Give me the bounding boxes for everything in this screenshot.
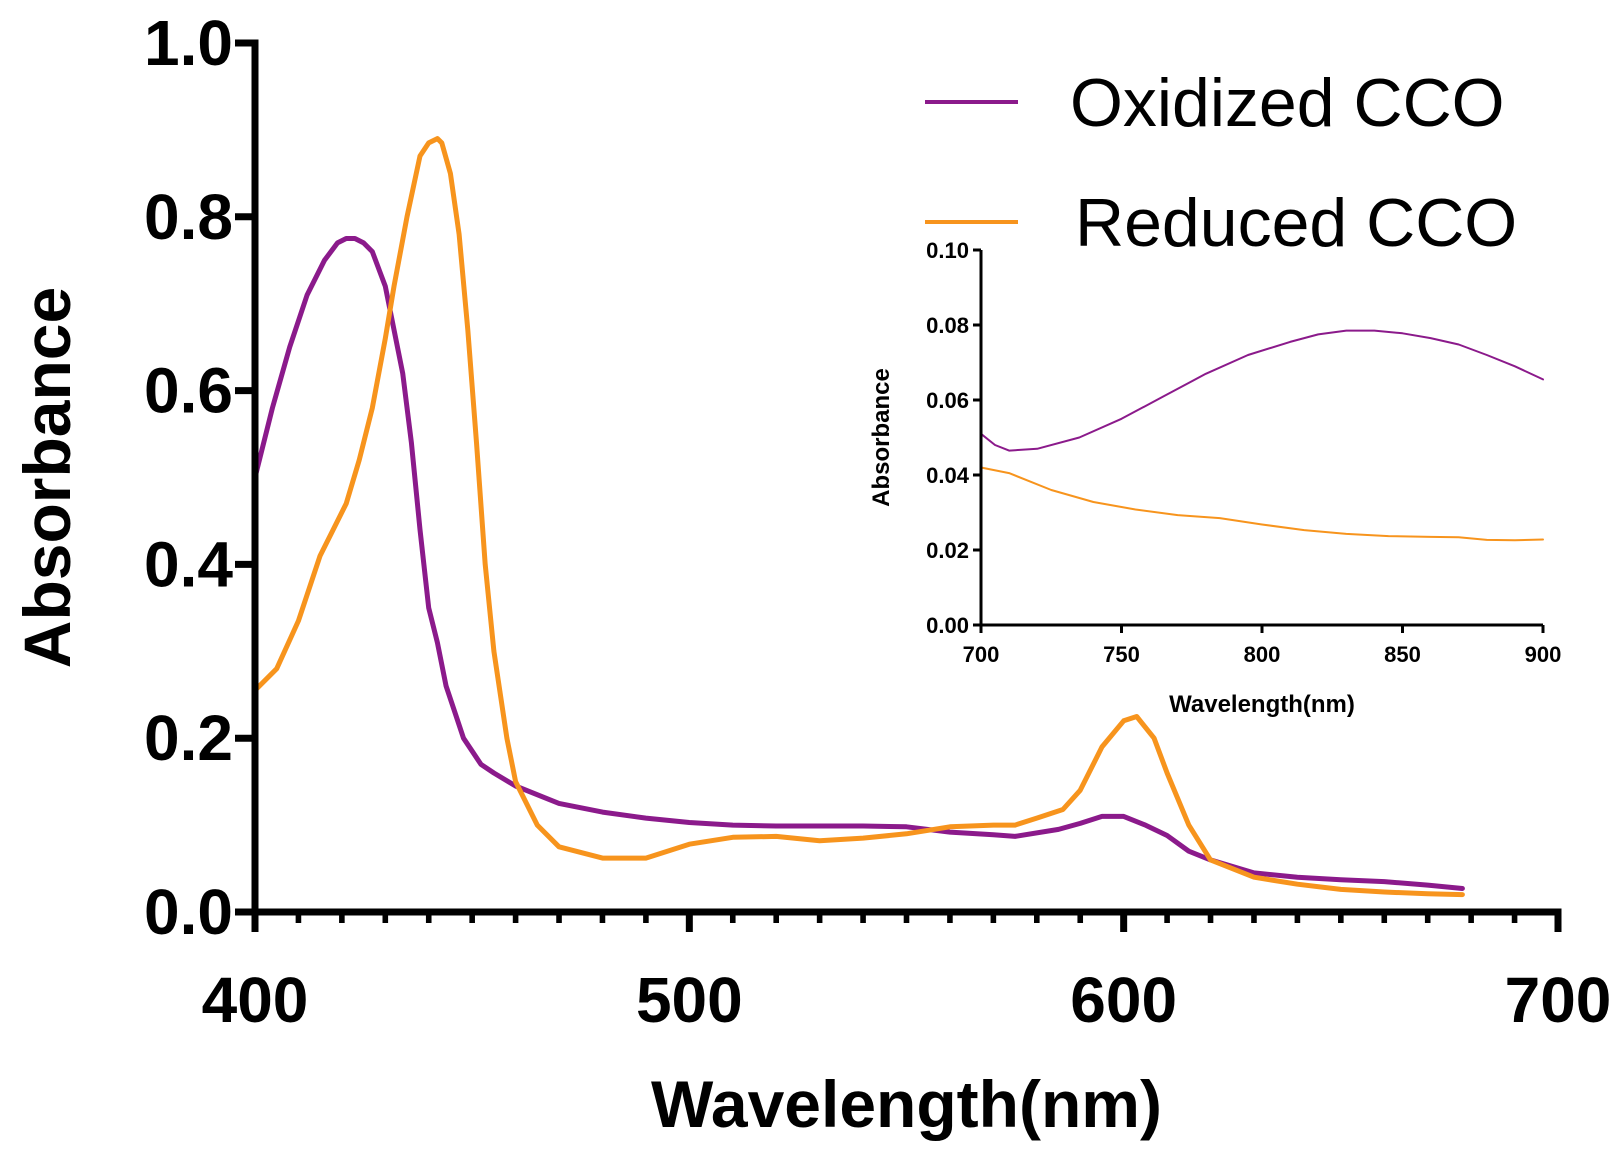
main-series-line-reduced-cco (252, 136, 1465, 898)
inset-series-line-reduced-cco (980, 466, 1544, 542)
inset-chart: 700 750 800 850 900 0.00 0.02 0.04 0.06 0.08 0.10… (868, 238, 1561, 718)
inset-y-tick-label: 0.10 (926, 238, 969, 263)
main-y-tick-label: 0.8 (144, 181, 233, 253)
main-y-tick-label: 0.2 (144, 702, 233, 774)
inset-y-tick-label: 0.08 (926, 313, 969, 338)
main-y-tick-label: 0.4 (144, 528, 233, 600)
inset-x-tick-label: 750 (1103, 642, 1140, 667)
inset-x-tick-label: 800 (1244, 642, 1281, 667)
inset-x-tick-label: 700 (963, 642, 1000, 667)
main-chart: 400 500 600 700 0.0 0.2 0.4 0.6 0.8 1.0 Waveleng… (10, 7, 1611, 1141)
inset-x-axis-title: Wavelength(nm) (1169, 691, 1355, 718)
inset-y-tick-label: 0.06 (926, 388, 969, 413)
main-x-tick-label: 500 (636, 964, 743, 1036)
inset-series-lines (980, 329, 1544, 542)
main-x-ticks: 400 500 600 700 (202, 912, 1612, 1036)
inset-y-axis-title: Absorbance (868, 368, 895, 507)
main-x-axis-title: Wavelength(nm) (651, 1067, 1162, 1141)
main-y-tick-label: 1.0 (144, 7, 233, 79)
inset-x-tick-label: 900 (1525, 642, 1562, 667)
inset-y-ticks: 0.00 0.02 0.04 0.06 0.08 0.10 (926, 238, 981, 638)
main-x-tick-label: 400 (202, 964, 309, 1036)
main-y-tick-label: 0.0 (144, 876, 233, 948)
main-series-line-oxidized-cco (252, 236, 1465, 891)
main-y-tick-label: 0.6 (144, 355, 233, 427)
inset-series-line-oxidized-cco (980, 329, 1544, 452)
main-series-lines (252, 136, 1465, 898)
legend-label-reduced-cco: Reduced CCO (1075, 185, 1517, 261)
inset-y-tick-label: 0.02 (926, 538, 969, 563)
main-y-axis-title: Absorbance (10, 287, 84, 668)
main-x-tick-label: 700 (1505, 964, 1612, 1036)
inset-x-ticks: 700 750 800 850 900 (963, 625, 1562, 667)
inset-y-tick-label: 0.00 (926, 613, 969, 638)
legend-label-oxidized-cco: Oxidized CCO (1070, 65, 1505, 141)
inset-y-tick-label: 0.04 (926, 463, 970, 488)
inset-x-tick-label: 850 (1384, 642, 1421, 667)
main-x-tick-label: 600 (1070, 964, 1177, 1036)
legend: Oxidized CCO Reduced CCO (925, 65, 1517, 261)
main-y-ticks: 0.0 0.2 0.4 0.6 0.8 1.0 (144, 7, 255, 948)
